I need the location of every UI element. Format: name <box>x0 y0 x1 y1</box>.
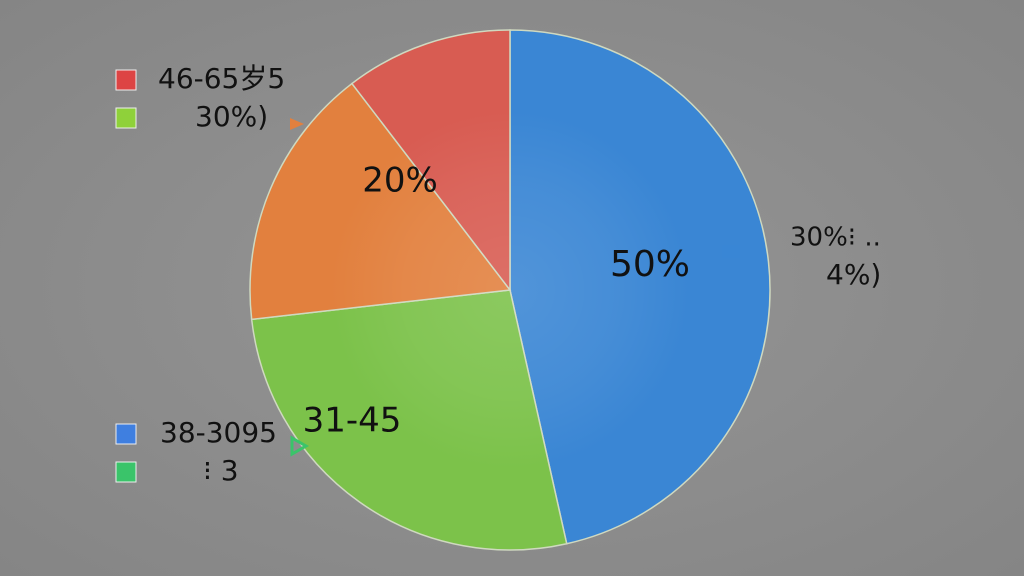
legend: 46-65岁5 30%) 38-3095 ⁝ 3 <box>115 62 285 487</box>
marker <box>722 245 740 258</box>
annotations: 20% 50% 31-45 30%⁝ .. 4%) <box>303 161 882 441</box>
legend-swatch <box>115 107 137 129</box>
legend-label: 38-3095 <box>160 416 277 449</box>
annotation: 4%) <box>826 258 881 291</box>
legend-swatch <box>115 461 137 483</box>
legend-label: 30%) <box>195 100 268 133</box>
annotation: 20% <box>362 161 438 201</box>
annotation: 50% <box>610 244 690 285</box>
legend-label: 46-65岁5 <box>158 62 285 95</box>
marker <box>290 435 310 457</box>
annotation: 30%⁝ .. <box>790 223 881 253</box>
legend-swatch <box>115 423 137 445</box>
legend-swatch <box>115 69 137 91</box>
pie-highlight <box>330 110 690 470</box>
marker <box>290 118 304 130</box>
annotation: 31-45 <box>303 401 402 441</box>
legend-label: ⁝ 3 <box>203 454 239 487</box>
